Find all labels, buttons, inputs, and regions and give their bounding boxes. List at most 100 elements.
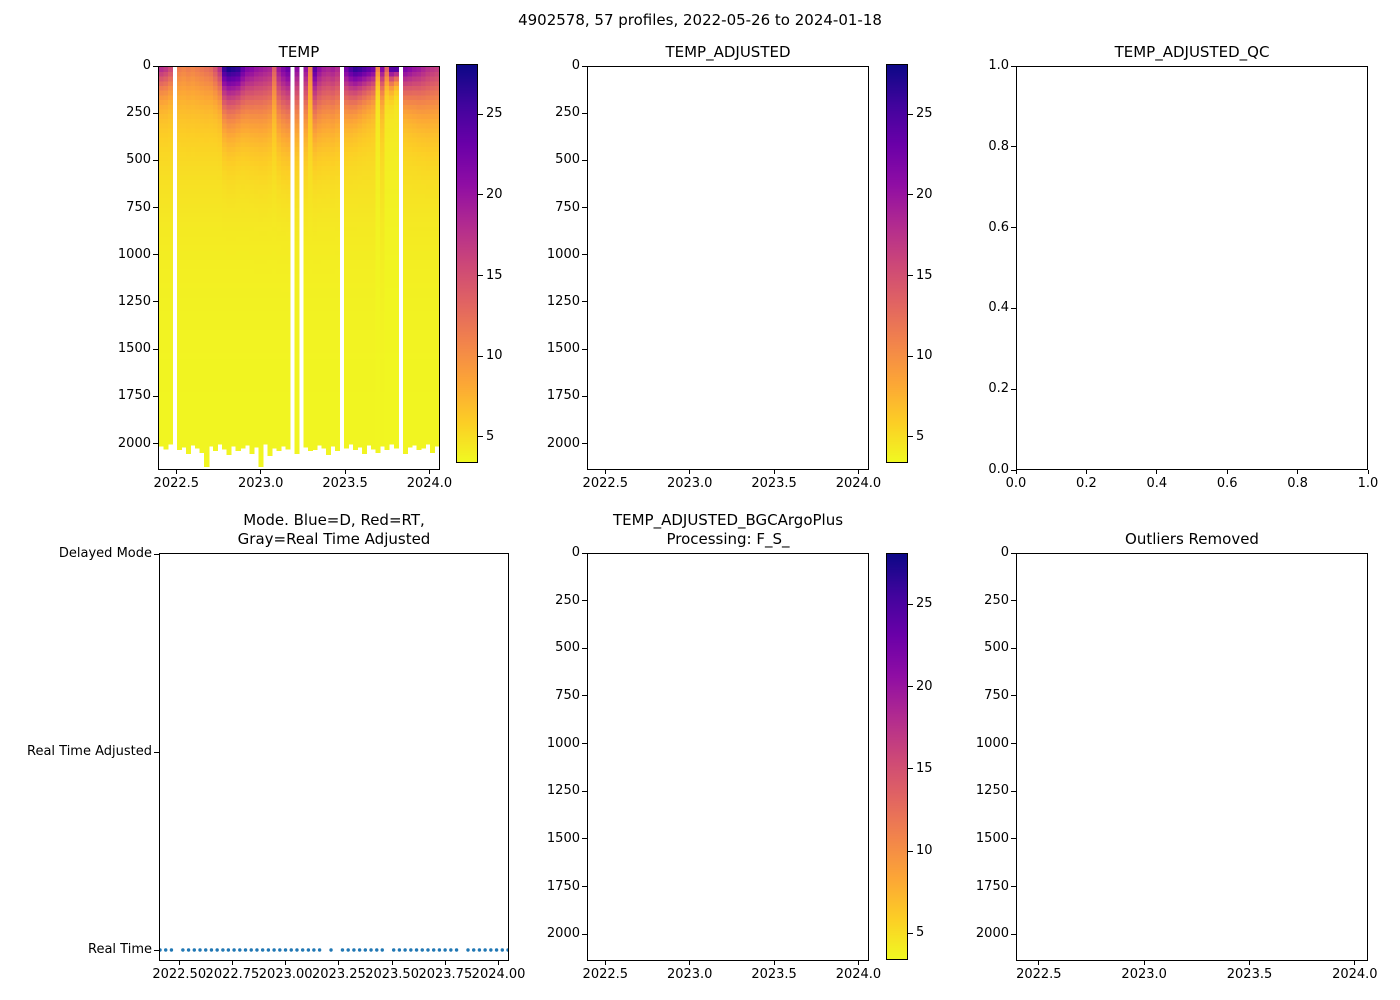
temp_adjusted-colorbar-tick-label: 20 bbox=[916, 186, 933, 202]
mode-y-category-label: Real Time bbox=[88, 942, 152, 957]
outliers_removed-x-tick-label: 2024.0 bbox=[1332, 967, 1378, 982]
outliers_removed-y-tick-label: 500 bbox=[984, 640, 1009, 656]
outliers_removed-x-tick bbox=[1249, 961, 1250, 965]
temp-colorbar-tick bbox=[478, 194, 483, 196]
temp_adjusted_bgc-x-tick bbox=[857, 961, 859, 965]
outliers_removed-x-tick bbox=[1354, 961, 1356, 965]
outliers_removed-y-tick bbox=[1011, 838, 1016, 840]
temp_adjusted_bgc-y-tick bbox=[582, 886, 587, 888]
temp_adjusted_qc-y-tick bbox=[1011, 65, 1016, 67]
outliers_removed-x-tick-label: 2022.5 bbox=[1016, 967, 1062, 982]
temp_adjusted-x-tick-label: 2022.5 bbox=[582, 476, 629, 491]
mode-y-tick bbox=[154, 949, 159, 951]
temp-y-tick bbox=[153, 395, 158, 397]
temp_adjusted_qc-y-tick bbox=[1011, 388, 1016, 390]
outliers_removed-y-tick bbox=[1011, 552, 1016, 554]
temp_adjusted-y-tick bbox=[582, 254, 587, 256]
temp-x-tick bbox=[428, 470, 430, 474]
temp_adjusted-colorbar-tick bbox=[908, 355, 913, 357]
mode-x-tick-label: 2023.75 bbox=[418, 967, 473, 982]
temp_adjusted-y-tick bbox=[582, 65, 587, 67]
mode-x-tick-label: 2024.00 bbox=[471, 967, 526, 982]
temp-colorbar-tick-label: 15 bbox=[486, 267, 503, 283]
outliers_removed-x-tick bbox=[1038, 961, 1040, 965]
temp_adjusted_qc-y-tick-label: 0.0 bbox=[988, 462, 1009, 477]
temp-x-tick-label: 2022.5 bbox=[153, 476, 200, 491]
temp-colorbar-canvas bbox=[457, 65, 477, 462]
temp-x-tick-label: 2023.0 bbox=[237, 476, 284, 491]
temp_adjusted-colorbar-tick-label: 10 bbox=[916, 348, 933, 364]
mode-x-tick-label: 2023.50 bbox=[365, 967, 419, 982]
temp-y-tick bbox=[153, 254, 158, 256]
temp_adjusted_bgc-colorbar-tick bbox=[908, 850, 913, 852]
panel-title-temp-adjusted: TEMP_ADJUSTED bbox=[665, 43, 791, 61]
temp-colorbar-tick bbox=[478, 275, 483, 277]
temp_adjusted_bgc-y-tick-label: 1500 bbox=[546, 830, 580, 846]
temp-x-tick bbox=[260, 470, 262, 474]
temp-adjusted-qc-axes bbox=[1016, 66, 1368, 470]
temp_adjusted-y-tick bbox=[582, 443, 587, 445]
temp_adjusted_bgc-y-tick bbox=[582, 743, 587, 745]
mode-x-tick-label: 2023.00 bbox=[258, 967, 313, 982]
temp-y-tick-label: 1250 bbox=[117, 293, 151, 309]
temp_adjusted-colorbar-tick-label: 5 bbox=[916, 428, 925, 444]
temp-adjusted-colorbar-canvas bbox=[887, 65, 907, 462]
temp-y-tick bbox=[153, 348, 158, 350]
temp-y-tick-label: 1500 bbox=[117, 341, 151, 357]
temp_adjusted-colorbar-tick bbox=[908, 275, 913, 277]
temp-heatmap-canvas bbox=[159, 67, 439, 469]
temp-adjusted-bgc-colorbar bbox=[886, 553, 908, 960]
temp-colorbar-tick-label: 10 bbox=[486, 348, 503, 364]
temp_adjusted_qc-x-tick-label: 1.0 bbox=[1357, 476, 1379, 491]
temp-y-tick bbox=[153, 443, 158, 445]
temp_adjusted_qc-y-tick-label: 0.4 bbox=[988, 300, 1009, 316]
temp-colorbar-tick-label: 25 bbox=[486, 106, 503, 122]
temp_adjusted_bgc-x-tick-label: 2023.5 bbox=[751, 967, 797, 982]
mode-y-tick bbox=[154, 751, 159, 753]
outliers_removed-y-tick-label: 0 bbox=[1000, 545, 1009, 560]
temp_adjusted_bgc-y-tick bbox=[582, 552, 587, 554]
temp_adjusted-x-tick-label: 2023.0 bbox=[666, 476, 713, 491]
outliers_removed-x-tick-label: 2023.5 bbox=[1226, 967, 1273, 982]
outliers_removed-y-tick bbox=[1011, 790, 1016, 792]
temp_adjusted_qc-x-tick bbox=[1297, 470, 1299, 474]
outliers_removed-x-tick bbox=[1143, 961, 1145, 965]
temp-y-tick-label: 250 bbox=[126, 105, 151, 121]
panel-title-temp: TEMP bbox=[278, 43, 320, 61]
temp_adjusted-colorbar-tick bbox=[908, 113, 913, 115]
temp_adjusted_bgc-y-tick bbox=[582, 647, 587, 649]
temp_adjusted_bgc-x-tick-label: 2022.5 bbox=[582, 967, 629, 982]
panel-title-mode: Mode. Blue=D, Red=RT, Gray=Real Time Adj… bbox=[109, 511, 559, 549]
mode-x-tick bbox=[285, 961, 287, 965]
temp_adjusted-y-tick bbox=[582, 301, 587, 303]
temp_adjusted_qc-y-tick-label: 0.2 bbox=[988, 381, 1009, 397]
outliers_removed-x-tick-label: 2023.0 bbox=[1121, 967, 1167, 982]
temp_adjusted_qc-x-tick bbox=[1156, 470, 1158, 474]
temp-colorbar bbox=[456, 64, 478, 463]
temp-x-tick bbox=[344, 470, 346, 474]
outliers_removed-y-tick bbox=[1011, 886, 1016, 888]
temp_adjusted-y-tick-label: 1500 bbox=[546, 341, 580, 357]
temp-y-tick-label: 1750 bbox=[117, 388, 151, 404]
temp-colorbar-tick-label: 20 bbox=[486, 186, 503, 202]
outliers-removed-axes bbox=[1016, 553, 1368, 961]
panel-title-temp-adjusted-qc: TEMP_ADJUSTED_QC bbox=[1114, 43, 1270, 61]
outliers_removed-y-tick bbox=[1011, 933, 1016, 935]
temp_adjusted-x-tick-label: 2023.5 bbox=[751, 476, 797, 491]
mode-x-tick bbox=[338, 961, 340, 965]
temp_adjusted_bgc-colorbar-tick-label: 5 bbox=[916, 925, 925, 941]
temp_adjusted-x-tick bbox=[857, 470, 859, 474]
temp_adjusted-y-tick-label: 0 bbox=[571, 58, 580, 73]
temp-y-tick bbox=[153, 207, 158, 209]
temp_adjusted_qc-x-tick-label: 0.4 bbox=[1146, 476, 1168, 491]
temp_adjusted-colorbar-tick-label: 25 bbox=[916, 106, 933, 122]
outliers_removed-y-tick-label: 2000 bbox=[975, 926, 1009, 942]
temp-y-tick-label: 1000 bbox=[117, 246, 151, 262]
temp_adjusted_bgc-colorbar-tick bbox=[908, 768, 913, 770]
outliers_removed-y-tick-label: 1250 bbox=[975, 783, 1009, 799]
temp_adjusted_qc-x-tick-label: 0.8 bbox=[1287, 476, 1308, 491]
temp_adjusted_qc-x-tick-label: 0.2 bbox=[1076, 476, 1097, 491]
temp_adjusted-y-tick-label: 1250 bbox=[546, 293, 580, 309]
outliers_removed-y-tick-label: 750 bbox=[984, 687, 1009, 703]
